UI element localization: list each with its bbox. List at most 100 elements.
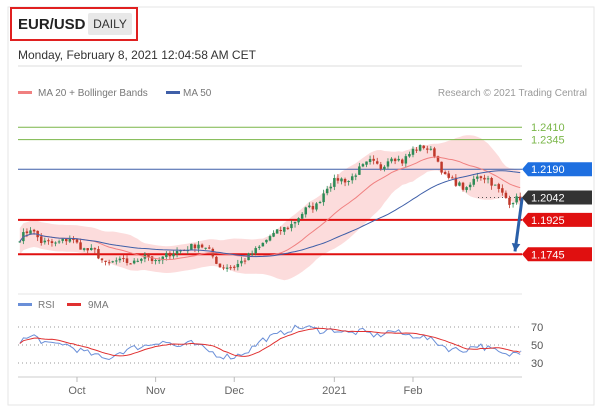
price-label-1.1745: 1.1745 — [531, 249, 565, 261]
candle-body — [122, 258, 125, 260]
candle-body — [243, 260, 247, 262]
candle-body — [215, 256, 218, 264]
candle-body — [518, 196, 522, 201]
candle-body — [304, 207, 307, 215]
candle-body — [451, 177, 454, 179]
candle-body — [422, 145, 425, 149]
candle-body — [401, 159, 404, 164]
candle-body — [261, 242, 265, 247]
candle-body — [190, 243, 193, 250]
candle-body — [218, 263, 222, 268]
candle-body — [65, 238, 68, 242]
price-label-1.2190: 1.2190 — [531, 164, 565, 176]
candle-body — [43, 240, 47, 243]
forecast-arrow-shaft — [513, 197, 524, 252]
candle-body — [383, 166, 386, 170]
candle-body — [150, 256, 154, 262]
symbol-label: EUR/USD — [18, 16, 86, 33]
price-tag-1.1745 — [522, 247, 592, 262]
candle-body — [325, 188, 329, 194]
credit-text: Research © 2021 Trading Central — [438, 88, 587, 99]
candle-body — [225, 267, 229, 269]
candle-body — [265, 239, 268, 243]
candle-body — [72, 239, 75, 241]
candle-body — [490, 178, 493, 186]
price-tag-1.2190 — [522, 162, 592, 177]
price-tag-1.2042 — [522, 190, 592, 205]
candle-body — [175, 251, 179, 254]
candle-body — [440, 161, 443, 173]
candle-body — [408, 154, 411, 157]
candle-body — [393, 158, 397, 162]
candle-body — [286, 227, 290, 229]
candle-body — [290, 224, 293, 229]
candle-body — [515, 196, 518, 203]
ma50-line — [19, 170, 521, 258]
candle-body — [207, 247, 211, 249]
candle-body — [318, 202, 322, 204]
candle-body — [100, 258, 104, 261]
candle-body — [404, 156, 408, 164]
ma20-line — [19, 156, 521, 261]
candle-body — [197, 244, 200, 249]
price-tag-1.1925 — [522, 212, 592, 227]
candle-body — [86, 248, 89, 251]
candle-body — [365, 161, 368, 165]
symbol-header-box[interactable] — [10, 7, 138, 41]
candle-body — [115, 260, 118, 262]
candle-body — [476, 176, 479, 179]
candle-body — [418, 145, 422, 151]
candle-body — [172, 253, 175, 257]
candle-body — [61, 238, 64, 241]
candle-body — [268, 236, 272, 241]
candle-body — [90, 247, 93, 251]
candle-body — [140, 258, 143, 261]
candle-body — [308, 205, 311, 208]
candle-body — [47, 240, 50, 242]
candle-body — [426, 148, 429, 150]
candle-body — [129, 263, 132, 265]
rsi-level-label-30: 30 — [531, 358, 543, 370]
candle-body — [501, 188, 504, 193]
x-tick-label-Dec: Dec — [224, 385, 244, 397]
candle-body — [240, 260, 243, 264]
candle-body — [79, 242, 82, 250]
candle-body — [32, 229, 36, 232]
candle-body — [375, 161, 379, 164]
candle-body — [29, 230, 32, 234]
ma50-legend-swatch — [166, 91, 180, 94]
candle-body — [350, 176, 354, 181]
candle-body — [97, 249, 100, 259]
candle-body — [472, 178, 475, 185]
candle-body — [283, 227, 286, 232]
candle-body — [236, 263, 240, 268]
candle-body — [272, 232, 275, 237]
candle-body — [39, 236, 43, 244]
candle-body — [436, 156, 440, 162]
x-tick-label-Nov: Nov — [146, 385, 166, 397]
candle-body — [368, 159, 372, 162]
candle-body — [161, 256, 165, 261]
rsi-line — [19, 324, 521, 361]
candle-body — [165, 253, 168, 258]
x-tick-label-Feb: Feb — [403, 385, 422, 397]
candle-body — [458, 182, 461, 186]
price-label-1.2042: 1.2042 — [531, 193, 565, 205]
candle-body — [293, 221, 297, 224]
candle-body — [361, 164, 365, 167]
period-button[interactable]: DAILY — [88, 13, 132, 35]
candle-body — [329, 186, 333, 189]
candle-body — [493, 184, 497, 186]
candle-body — [511, 203, 515, 205]
ma9-legend-label: 9MA — [88, 300, 109, 311]
x-tick-label-2021: 2021 — [322, 385, 346, 397]
candle-body — [347, 180, 350, 182]
candle-body — [222, 267, 225, 269]
candle-body — [315, 203, 318, 210]
candle-body — [54, 242, 57, 244]
ma20-legend-swatch — [18, 91, 32, 94]
candle-body — [193, 244, 197, 249]
candle-body — [18, 241, 22, 243]
candle-body — [508, 197, 511, 205]
candle-body — [358, 166, 361, 175]
